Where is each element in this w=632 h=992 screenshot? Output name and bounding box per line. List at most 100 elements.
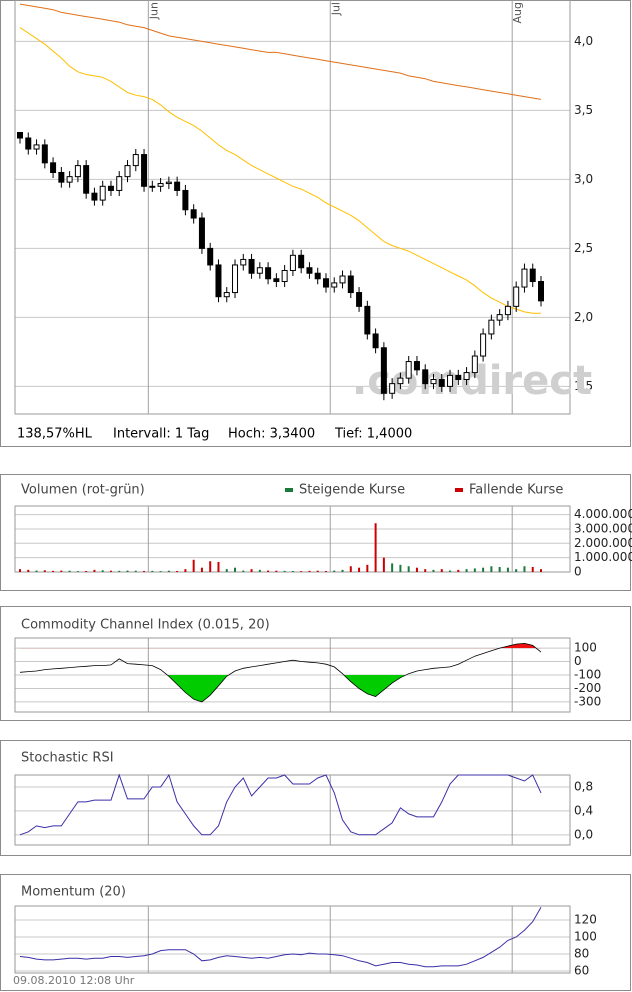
candle-body <box>281 269 288 283</box>
y-tick-label: -300 <box>574 694 601 708</box>
candle-body <box>141 154 148 187</box>
volume-bar <box>465 569 468 572</box>
candle-body <box>438 379 445 387</box>
candle-body <box>190 209 197 219</box>
y-tick-label: 0 <box>574 565 582 579</box>
volume-bar <box>457 569 460 572</box>
info-text: Tief: 1,4000 <box>334 427 412 442</box>
candle-body <box>232 264 239 294</box>
volume-bar <box>217 561 220 572</box>
info-text: 138,57%HL <box>17 427 93 442</box>
panel <box>0 0 631 447</box>
volume-bar <box>101 570 104 572</box>
candle-body <box>389 383 396 394</box>
candle-body <box>289 254 296 271</box>
legend-label: Fallende Kurse <box>469 483 563 498</box>
volume-bar <box>134 570 137 572</box>
volume-bar <box>374 523 377 572</box>
candle-body <box>256 267 263 274</box>
plot-frame <box>14 637 571 713</box>
panel-title: Momentum (20) <box>21 885 126 900</box>
volume-bar <box>126 570 129 572</box>
y-tick-label: 0 <box>574 654 582 668</box>
candle-body <box>331 282 338 288</box>
y-tick-label: 2.000.000 <box>574 536 632 550</box>
volume-bar <box>85 570 88 572</box>
volume-bar <box>225 569 228 572</box>
volume-bar <box>167 570 170 572</box>
volume-bar <box>424 569 427 572</box>
candle-body <box>223 292 230 298</box>
candle-body <box>422 369 429 385</box>
candle-body <box>157 183 164 187</box>
volume-bar <box>68 570 71 572</box>
y-tick-label: 120 <box>574 913 597 927</box>
y-tick-label: 60 <box>574 963 589 977</box>
info-text: Intervall: 1 Tag <box>113 427 209 442</box>
candle-body <box>149 185 156 188</box>
volume-bar <box>316 570 319 572</box>
volume-bar <box>109 570 112 572</box>
candle-body <box>165 181 172 185</box>
candle-body <box>496 314 503 321</box>
volume-bar <box>52 570 55 572</box>
volume-bar <box>449 570 452 572</box>
y-tick-label: 3,5 <box>574 103 593 117</box>
volume-bar <box>358 567 361 572</box>
volume-bar <box>192 559 195 572</box>
indicator-line <box>19 907 542 968</box>
candle-body <box>182 189 189 211</box>
volume-bar <box>391 563 394 572</box>
volume-bar <box>341 569 344 572</box>
volume-bar <box>382 557 385 572</box>
candle-body <box>405 361 412 379</box>
volume-bar <box>531 566 534 572</box>
volume-bar <box>349 566 352 572</box>
candle-body <box>240 258 247 266</box>
candle-body <box>529 268 536 283</box>
candle-body <box>265 267 272 280</box>
candle-body <box>447 374 454 387</box>
volume-bar <box>291 570 294 572</box>
panel <box>0 474 631 591</box>
y-tick-label: 4.000.000 <box>574 507 632 521</box>
y-tick-label: 3.000.000 <box>574 521 632 535</box>
volume-bar <box>250 569 253 572</box>
candle-body <box>413 361 420 371</box>
candle-body <box>215 264 222 298</box>
y-tick-label: 1,5 <box>574 379 593 393</box>
y-tick-label: 1.000.000 <box>574 550 632 564</box>
panel-title: Commodity Channel Index (0.015, 20) <box>21 618 270 633</box>
volume-bar <box>143 570 146 572</box>
volume-bar <box>300 571 303 572</box>
y-tick-label: 100 <box>574 929 597 943</box>
y-tick-label: 0,4 <box>574 803 593 817</box>
candle-body <box>174 181 181 191</box>
candle-body <box>380 347 387 394</box>
y-tick-label: 0,0 <box>574 827 593 841</box>
volume-bar <box>234 567 237 572</box>
volume-bar <box>366 564 369 572</box>
candle-body <box>41 144 48 164</box>
cci-band-area <box>499 643 537 649</box>
candle-body <box>124 165 131 178</box>
volume-bar <box>27 569 30 572</box>
panel <box>0 740 631 856</box>
candle-body <box>17 131 23 139</box>
volume-bar <box>151 570 154 572</box>
candle-body <box>538 281 544 302</box>
volume-bar <box>515 569 518 572</box>
y-tick-label: 3,0 <box>574 172 593 186</box>
volume-bar <box>200 567 203 572</box>
plot-frame <box>14 0 571 415</box>
volume-bar <box>242 570 245 572</box>
volume-bar <box>209 561 212 572</box>
candle-body <box>298 254 305 269</box>
candle-body <box>91 192 98 201</box>
volume-bar <box>333 570 336 572</box>
candle-body <box>471 355 478 374</box>
volume-bar <box>19 569 21 572</box>
volume-bar <box>43 570 46 572</box>
candle-body <box>25 137 32 150</box>
